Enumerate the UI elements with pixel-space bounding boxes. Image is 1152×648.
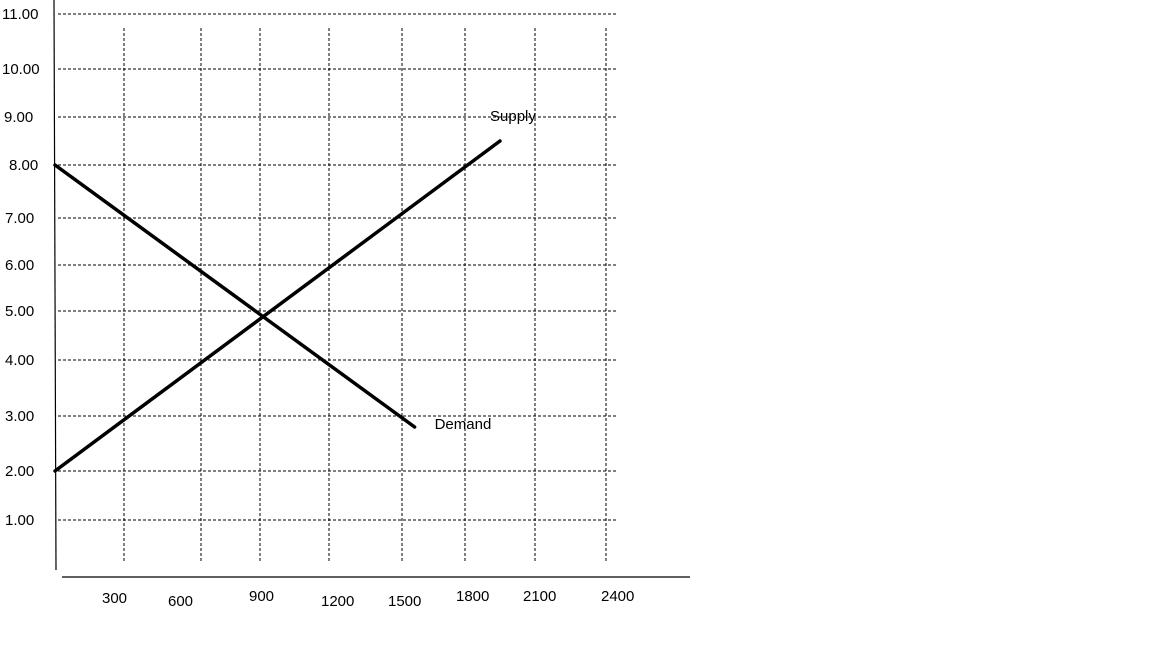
y-tick-label: 11.00 bbox=[2, 6, 38, 23]
y-tick-label: 6.00 bbox=[5, 257, 34, 274]
x-tick-label: 2400 bbox=[601, 588, 634, 605]
y-tick-label: 7.00 bbox=[5, 210, 34, 227]
x-tick-label: 2100 bbox=[523, 588, 556, 605]
supply-line bbox=[53, 139, 502, 473]
y-tick-label: 1.00 bbox=[5, 512, 34, 529]
demand-label: Demand bbox=[435, 416, 492, 433]
series-layer: Supply Demand bbox=[53, 108, 536, 473]
y-tick-label: 8.00 bbox=[9, 157, 38, 174]
demand-line bbox=[53, 163, 417, 429]
axes-layer bbox=[53, 0, 690, 578]
y-tick-labels: 1.00 2.00 3.00 4.00 5.00 6.00 7.00 8.00 9.00 10.0… bbox=[2, 6, 40, 529]
x-tick-label: 300 bbox=[102, 590, 127, 607]
y-tick-label: 5.00 bbox=[5, 303, 34, 320]
y-tick-label: 3.00 bbox=[5, 408, 34, 425]
y-tick-label: 10.00 bbox=[2, 61, 40, 78]
x-tick-label: 1800 bbox=[456, 588, 489, 605]
x-tick-labels: 300 600 900 1200 1500 1800 2100 2400 bbox=[102, 588, 634, 610]
x-tick-label: 600 bbox=[168, 593, 193, 610]
y-axis bbox=[53, 0, 57, 571]
y-tick-label: 2.00 bbox=[5, 463, 34, 480]
supply-label: Supply bbox=[490, 108, 536, 125]
grid-layer bbox=[58, 13, 618, 562]
x-tick-label: 900 bbox=[249, 588, 274, 605]
y-tick-label: 4.00 bbox=[5, 352, 34, 369]
y-tick-label: 9.00 bbox=[4, 109, 33, 126]
x-tick-label: 1200 bbox=[321, 593, 354, 610]
x-tick-label: 1500 bbox=[388, 593, 421, 610]
